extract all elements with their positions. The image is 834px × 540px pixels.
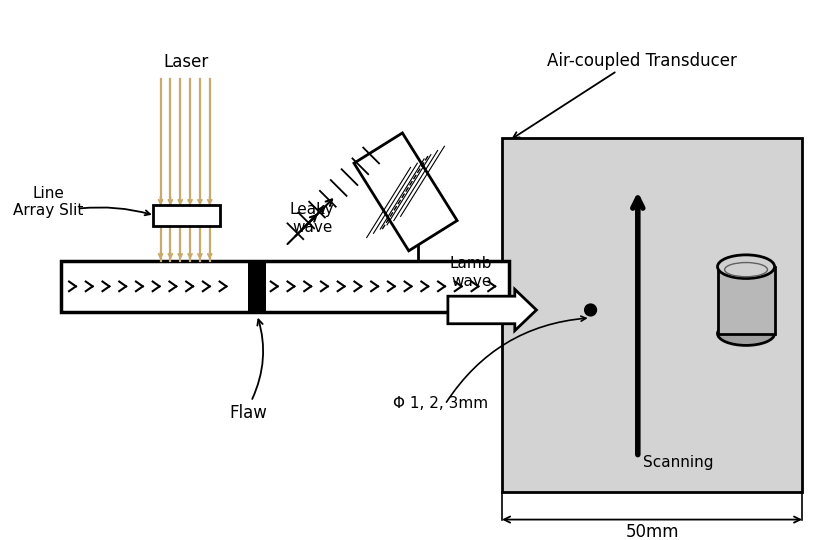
Text: θ: θ (405, 193, 416, 211)
Text: Flaw: Flaw (229, 404, 267, 422)
Bar (249, 261, 266, 312)
Bar (153, 205, 219, 226)
Bar (717, 267, 775, 334)
Text: Φ 1, 2, 3mm: Φ 1, 2, 3mm (393, 396, 488, 411)
Bar (61, 261, 509, 312)
Text: Scanning: Scanning (643, 455, 713, 470)
Bar (354, 133, 457, 251)
Ellipse shape (717, 322, 775, 346)
Text: Air-coupled Transducer: Air-coupled Transducer (547, 52, 736, 70)
Text: Lamb
wave: Lamb wave (450, 256, 492, 289)
Ellipse shape (717, 255, 775, 279)
FancyArrow shape (448, 289, 536, 330)
Text: 50mm: 50mm (626, 523, 679, 540)
Text: Leaky
wave: Leaky wave (290, 202, 334, 235)
Bar (502, 138, 802, 492)
Text: Laser: Laser (163, 53, 208, 71)
Circle shape (585, 304, 596, 316)
Text: Line
Array Slit: Line Array Slit (13, 186, 83, 218)
